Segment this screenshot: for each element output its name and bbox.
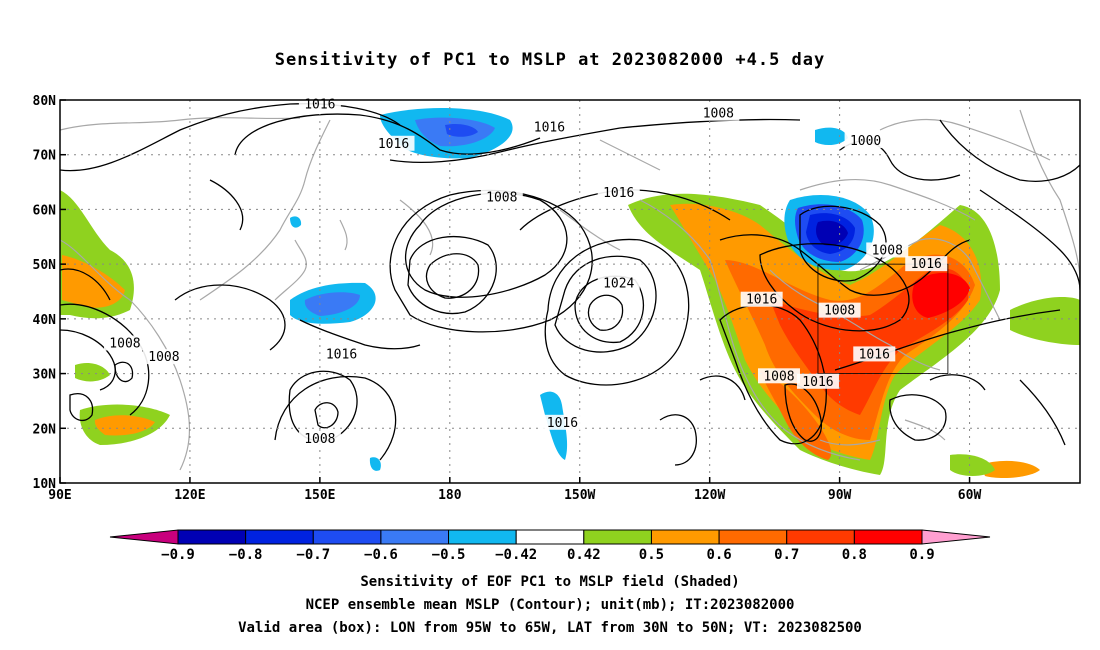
contour-label: 1016 — [859, 347, 890, 362]
contour-label: 1008 — [148, 350, 179, 365]
colorbar-swatch — [312, 529, 382, 545]
lat-label: 50N — [33, 258, 57, 273]
contour-label: 1008 — [304, 432, 335, 447]
contour-label: 1008 — [763, 369, 794, 384]
colorbar-label: 0.8 — [842, 547, 867, 563]
lon-label: 90W — [828, 488, 852, 503]
contour-label: 1016 — [534, 120, 565, 135]
colorbar-label: −0.7 — [296, 547, 330, 563]
contour-label-bg — [541, 414, 584, 430]
colorbar-swatch — [650, 529, 720, 545]
colorbar-swatch — [583, 529, 652, 545]
contour-label: 1016 — [547, 416, 578, 431]
colorbar-swatch — [245, 529, 314, 545]
lon-label: 180 — [438, 488, 462, 503]
lon-label: 120E — [174, 488, 205, 503]
colorbar-swatch — [853, 529, 923, 545]
contour-label: 1008 — [824, 304, 855, 319]
contour-label-bg — [103, 335, 146, 351]
footer-line-2: NCEP ensemble mean MSLP (Contour); unit(… — [305, 597, 795, 613]
contour-label-bg — [853, 346, 896, 362]
colorbar-label: 0.7 — [774, 547, 799, 563]
chart-title: Sensitivity of PC1 to MSLP at 2023082000… — [274, 50, 826, 70]
footer-line-3: Valid area (box): LON from 95W to 65W, L… — [238, 620, 862, 636]
lat-label: 80N — [33, 94, 57, 109]
colorbar-swatch — [515, 529, 585, 545]
footer-line-1: Sensitivity of EOF PC1 to MSLP field (Sh… — [360, 574, 740, 590]
lon-label: 60W — [958, 488, 982, 503]
colorbar: −0.9 −0.8 −0.7 −0.6 −0.5 −0.42 0.42 0.5 0.6 0.7 0.… — [109, 529, 991, 563]
colorbar-label: 0.9 — [909, 547, 934, 563]
lon-label: 150E — [304, 488, 335, 503]
lat-lon-grid — [60, 100, 1080, 483]
lat-label: 70N — [33, 149, 57, 164]
contour-label: 1016 — [802, 375, 833, 390]
lat-label: 10N — [33, 477, 57, 492]
contour-label: 1008 — [703, 107, 734, 122]
contour-label-bg — [740, 291, 783, 307]
pressure-contours — [60, 103, 1080, 466]
contour-label: 1016 — [911, 257, 942, 272]
contour-label-bg — [320, 346, 363, 362]
colorbar-label: 0.6 — [706, 547, 731, 563]
lat-label: 60N — [33, 203, 57, 218]
plot-frame — [59, 99, 1081, 484]
lat-label: 20N — [33, 422, 57, 437]
contour-label-bg — [818, 302, 861, 318]
colorbar-swatch — [177, 529, 247, 545]
contour-label-bg — [757, 368, 800, 384]
colorbar-swatch — [718, 529, 788, 545]
contour-label: 1016 — [304, 97, 335, 112]
lat-label: 30N — [33, 368, 57, 383]
colorbar-swatch — [380, 529, 450, 545]
lon-label: 150W — [564, 488, 595, 503]
colorbar-label: −0.5 — [432, 547, 466, 563]
lon-label: 90E — [48, 488, 71, 503]
colorbar-label: −0.8 — [229, 547, 263, 563]
contour-label-bg — [905, 256, 948, 272]
colorbar-swatch — [448, 529, 517, 545]
contour-label: 1008 — [486, 190, 517, 205]
contour-label: 1016 — [378, 137, 409, 152]
contour-label-bg — [597, 185, 640, 201]
contour-label-bg — [844, 133, 887, 149]
colorbar-high-arrow — [921, 529, 991, 545]
contour-label-bg — [528, 119, 571, 135]
colorbar-low-arrow — [109, 529, 179, 545]
contour-label: 1016 — [603, 186, 634, 201]
contour-label: 1008 — [872, 243, 903, 258]
contour-label: 1008 — [109, 336, 140, 351]
colorbar-label: −0.9 — [161, 547, 195, 563]
contour-labels: 1016 1008 1016 1016 1000 1008 1016 1008 1016 1024… — [103, 96, 948, 447]
lon-label: 120W — [694, 488, 725, 503]
colorbar-label: 0.42 — [567, 547, 601, 563]
contour-label: 1016 — [746, 293, 777, 308]
colorbar-label: −0.42 — [495, 547, 537, 563]
contour-label-bg — [142, 349, 185, 365]
contour-label: 1000 — [850, 134, 881, 149]
contour-label-bg — [866, 242, 909, 258]
contour-label-bg — [480, 189, 523, 205]
contour-label: 1024 — [603, 276, 634, 291]
colorbar-swatch — [786, 529, 855, 545]
colorbar-label: −0.6 — [364, 547, 398, 563]
contour-label: 1016 — [326, 347, 357, 362]
contour-label-bg — [697, 105, 740, 121]
contour-label-bg — [796, 373, 839, 389]
lat-label: 40N — [33, 313, 57, 328]
contour-label-bg — [597, 275, 640, 291]
contour-label-bg — [298, 431, 341, 447]
contour-label-bg — [372, 135, 415, 151]
validation-box — [817, 263, 949, 374]
colorbar-label: 0.5 — [639, 547, 664, 563]
